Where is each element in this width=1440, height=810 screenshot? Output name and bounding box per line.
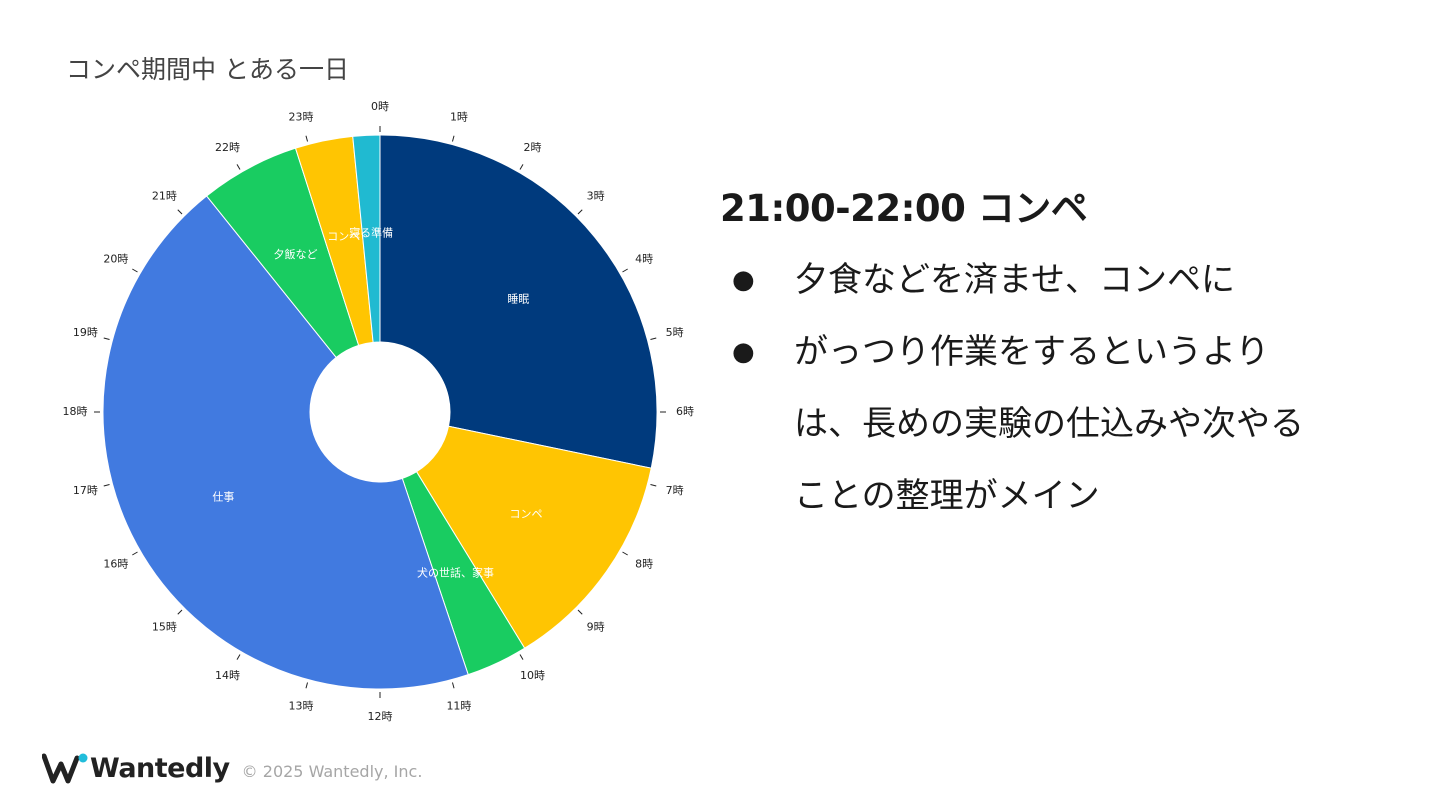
chart-hour-ticks: 0時 1時 2時 3時 4時 5時 6時 7時 8時 9時 10時 11時 12時 13時 14時 15時 16… xyxy=(63,100,695,723)
hour-tick-label: 8時 xyxy=(635,558,653,571)
hour-tick-label: 19時 xyxy=(73,326,98,339)
hour-tick xyxy=(177,609,183,615)
hour-tick xyxy=(519,164,524,170)
hour-tick-label: 6時 xyxy=(676,405,694,418)
hour-tick xyxy=(650,337,657,341)
hour-tick-label: 2時 xyxy=(524,141,542,154)
hour-tick-label: 11時 xyxy=(446,700,471,713)
slice-label: 寝る準備 xyxy=(349,226,393,240)
bullet-item: ● 夕食などを済ませ、コンペに xyxy=(720,244,1420,316)
slice-label: 睡眠 xyxy=(507,292,529,305)
slice-label: コンペ xyxy=(510,508,543,521)
hour-tick-label: 4時 xyxy=(635,253,653,266)
bullet-item: ● がっつり作業をするというよりは、長めの実験の仕込みや次やることの整理がメイン xyxy=(720,316,1420,532)
page-title: コンペ期間中 とある一日 xyxy=(66,55,349,84)
hour-tick xyxy=(451,682,455,689)
pie-slice xyxy=(379,134,658,469)
slice-label: コンペ xyxy=(327,230,360,243)
copyright: © 2025 Wantedly, Inc. xyxy=(241,761,423,781)
hour-tick-label: 3時 xyxy=(587,189,605,202)
hour-tick-label: 21時 xyxy=(152,189,177,202)
hour-tick-label: 13時 xyxy=(289,700,314,713)
slice-label: 犬の世話、家事 xyxy=(417,566,494,580)
hour-tick-label: 9時 xyxy=(587,621,605,634)
bullet-marker: ● xyxy=(732,265,755,295)
logo-text: Wantedly xyxy=(90,752,230,784)
hour-tick xyxy=(622,268,628,273)
pie-slice xyxy=(102,195,469,690)
hour-tick xyxy=(103,337,110,341)
hour-tick xyxy=(236,654,241,660)
hour-tick-label: 17時 xyxy=(73,484,98,497)
hour-tick xyxy=(132,551,138,556)
hour-tick-label: 16時 xyxy=(103,558,128,571)
hour-tick xyxy=(305,135,309,142)
footer: Wantedly © 2025 Wantedly, Inc. xyxy=(42,752,422,784)
bullet-marker: ● xyxy=(732,337,755,367)
hour-tick xyxy=(177,209,183,215)
wantedly-logo-icon xyxy=(42,753,88,784)
slice-label: 仕事 xyxy=(212,491,234,504)
hour-tick-label: 0時 xyxy=(371,100,389,113)
hour-tick-label: 7時 xyxy=(666,484,684,497)
hour-tick xyxy=(451,135,455,142)
bullet-text: がっつり作業をするというよりは、長めの実験の仕込みや次やることの整理がメイン xyxy=(794,332,1304,516)
hour-tick xyxy=(577,209,583,215)
hour-tick-label: 20時 xyxy=(103,253,128,266)
hour-tick-label: 1時 xyxy=(450,110,468,123)
pie-slice xyxy=(352,134,381,343)
hour-tick-label: 10時 xyxy=(520,669,545,682)
hour-tick-label: 22時 xyxy=(215,141,240,154)
hour-tick-label: 23時 xyxy=(289,110,314,123)
slice-label: 夕飯など xyxy=(274,247,318,261)
hour-tick-label: 12時 xyxy=(368,710,393,723)
section-heading: 21:00-22:00 コンペ xyxy=(720,187,1088,230)
hour-tick-label: 15時 xyxy=(152,621,177,634)
hour-tick xyxy=(132,268,138,273)
hour-tick xyxy=(519,654,524,660)
hour-tick-label: 14時 xyxy=(215,669,240,682)
day-donut-chart: 0時 1時 2時 3時 4時 5時 6時 7時 8時 9時 10時 11時 12時 13時 14時 15時 16… xyxy=(63,100,695,723)
hour-tick xyxy=(650,483,657,487)
hour-tick xyxy=(305,682,309,689)
pie-slice xyxy=(415,425,652,649)
hour-tick-label: 18時 xyxy=(63,405,88,418)
hour-tick xyxy=(103,483,110,487)
chart-slices xyxy=(102,134,658,690)
hour-tick xyxy=(236,164,241,170)
hour-tick xyxy=(622,551,628,556)
hour-tick xyxy=(577,609,583,615)
bullet-text: 夕食などを済ませ、コンペに xyxy=(794,260,1235,300)
hour-tick-label: 5時 xyxy=(666,326,684,339)
description-panel: 21:00-22:00 コンペ ● 夕食などを済ませ、コンペに ● がっつり作業… xyxy=(720,178,1420,532)
